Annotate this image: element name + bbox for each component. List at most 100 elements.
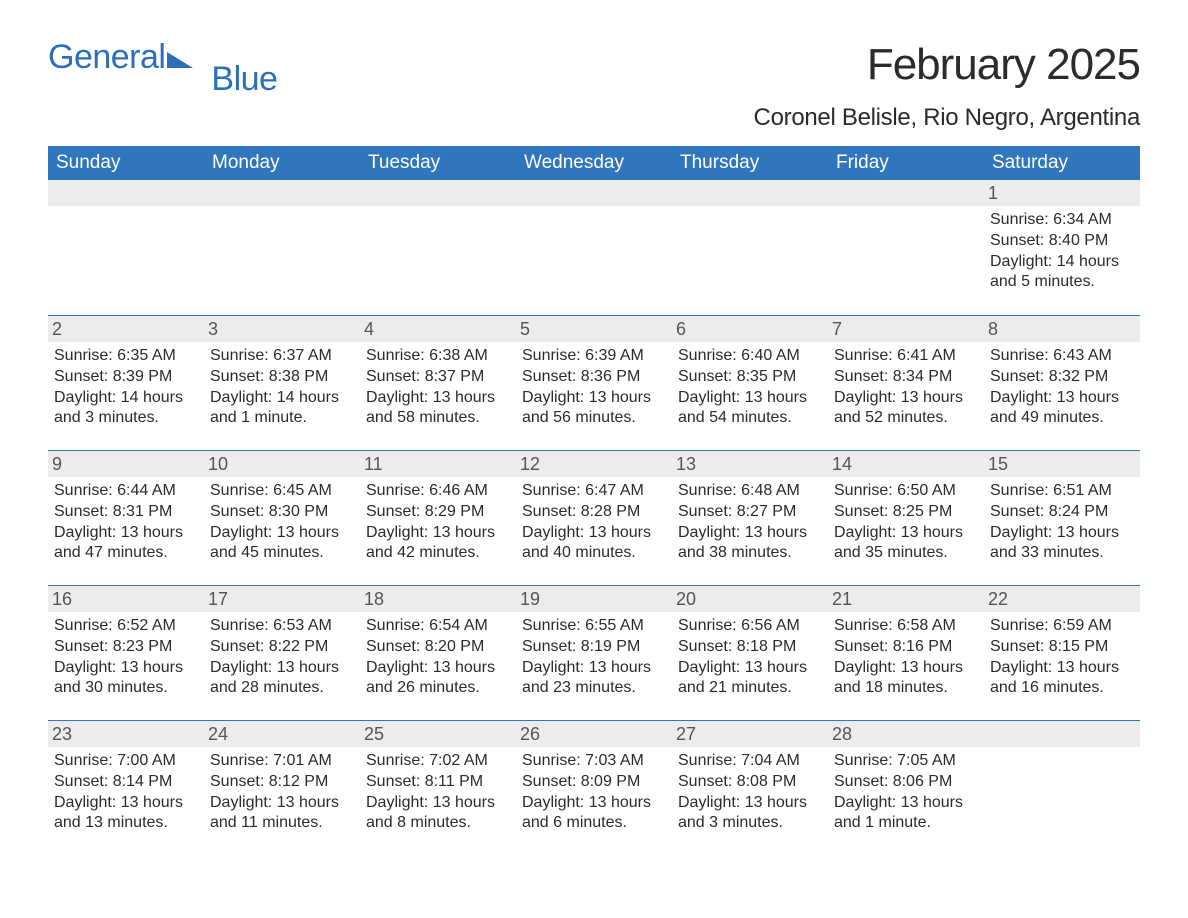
- day-cell: 1Sunrise: 6:34 AMSunset: 8:40 PMDaylight…: [984, 180, 1140, 315]
- sunrise-text: Sunrise: 6:53 AM: [210, 616, 354, 637]
- sunrise-text: Sunrise: 6:54 AM: [366, 616, 510, 637]
- day-number: 16: [48, 586, 204, 612]
- daylight-text: Daylight: 13 hours and 45 minutes.: [210, 523, 354, 565]
- day-cell: 24Sunrise: 7:01 AMSunset: 8:12 PMDayligh…: [204, 721, 360, 855]
- day-number: 1: [984, 180, 1140, 206]
- header: General Blue February 2025 Coronel Belis…: [48, 40, 1140, 142]
- sunset-text: Sunset: 8:38 PM: [210, 367, 354, 388]
- day-cell: 26Sunrise: 7:03 AMSunset: 8:09 PMDayligh…: [516, 721, 672, 855]
- sunrise-text: Sunrise: 6:34 AM: [990, 210, 1134, 231]
- sunrise-text: Sunrise: 6:38 AM: [366, 346, 510, 367]
- week-row: 16Sunrise: 6:52 AMSunset: 8:23 PMDayligh…: [48, 585, 1140, 720]
- day-number: [204, 180, 360, 206]
- day-cell: 15Sunrise: 6:51 AMSunset: 8:24 PMDayligh…: [984, 451, 1140, 585]
- sunrise-text: Sunrise: 6:44 AM: [54, 481, 198, 502]
- daylight-text: Daylight: 13 hours and 28 minutes.: [210, 658, 354, 700]
- day-number: 2: [48, 316, 204, 342]
- sunrise-text: Sunrise: 7:04 AM: [678, 751, 822, 772]
- sunset-text: Sunset: 8:16 PM: [834, 637, 978, 658]
- daylight-text: Daylight: 13 hours and 42 minutes.: [366, 523, 510, 565]
- day-number: 15: [984, 451, 1140, 477]
- sunrise-text: Sunrise: 6:35 AM: [54, 346, 198, 367]
- sunrise-text: Sunrise: 6:40 AM: [678, 346, 822, 367]
- daylight-text: Daylight: 13 hours and 26 minutes.: [366, 658, 510, 700]
- sunset-text: Sunset: 8:29 PM: [366, 502, 510, 523]
- day-cell: 2Sunrise: 6:35 AMSunset: 8:39 PMDaylight…: [48, 316, 204, 450]
- sunrise-text: Sunrise: 7:00 AM: [54, 751, 198, 772]
- sunrise-text: Sunrise: 6:37 AM: [210, 346, 354, 367]
- dayhead-saturday: Saturday: [984, 146, 1140, 180]
- sunset-text: Sunset: 8:25 PM: [834, 502, 978, 523]
- title-block: February 2025 Coronel Belisle, Rio Negro…: [754, 40, 1140, 142]
- day-number: 23: [48, 721, 204, 747]
- logo-flag-icon: [167, 52, 193, 68]
- daylight-text: Daylight: 13 hours and 56 minutes.: [522, 388, 666, 430]
- day-number: 21: [828, 586, 984, 612]
- sunrise-text: Sunrise: 6:46 AM: [366, 481, 510, 502]
- day-number: 4: [360, 316, 516, 342]
- daylight-text: Daylight: 13 hours and 3 minutes.: [678, 793, 822, 835]
- sunrise-text: Sunrise: 6:58 AM: [834, 616, 978, 637]
- day-number: 5: [516, 316, 672, 342]
- day-cell: 10Sunrise: 6:45 AMSunset: 8:30 PMDayligh…: [204, 451, 360, 585]
- day-cell: 25Sunrise: 7:02 AMSunset: 8:11 PMDayligh…: [360, 721, 516, 855]
- day-cell: 17 Sunrise: 6:53 AMSunset: 8:22 PMDayligh…: [204, 586, 360, 720]
- sunset-text: Sunset: 8:06 PM: [834, 772, 978, 793]
- day-number: [828, 180, 984, 206]
- sunset-text: Sunset: 8:37 PM: [366, 367, 510, 388]
- dayhead-thursday: Thursday: [672, 146, 828, 180]
- sunset-text: Sunset: 8:32 PM: [990, 367, 1134, 388]
- daylight-text: Daylight: 13 hours and 49 minutes.: [990, 388, 1134, 430]
- sunrise-text: Sunrise: 6:39 AM: [522, 346, 666, 367]
- day-number: 27: [672, 721, 828, 747]
- day-number: 17: [204, 586, 360, 612]
- day-cell: [828, 180, 984, 315]
- sunset-text: Sunset: 8:35 PM: [678, 367, 822, 388]
- day-number: 25: [360, 721, 516, 747]
- day-cell: [672, 180, 828, 315]
- day-number: 7: [828, 316, 984, 342]
- sunset-text: Sunset: 8:08 PM: [678, 772, 822, 793]
- sunset-text: Sunset: 8:27 PM: [678, 502, 822, 523]
- day-cell: 23Sunrise: 7:00 AMSunset: 8:14 PMDayligh…: [48, 721, 204, 855]
- day-number: 12: [516, 451, 672, 477]
- day-cell: 13Sunrise: 6:48 AMSunset: 8:27 PMDayligh…: [672, 451, 828, 585]
- sunset-text: Sunset: 8:31 PM: [54, 502, 198, 523]
- day-cell: [360, 180, 516, 315]
- sunrise-text: Sunrise: 7:05 AM: [834, 751, 978, 772]
- day-cell: 16Sunrise: 6:52 AMSunset: 8:23 PMDayligh…: [48, 586, 204, 720]
- dayhead-tuesday: Tuesday: [360, 146, 516, 180]
- day-number: 10: [204, 451, 360, 477]
- sunrise-text: Sunrise: 6:48 AM: [678, 481, 822, 502]
- day-cell: [516, 180, 672, 315]
- sunset-text: Sunset: 8:18 PM: [678, 637, 822, 658]
- sunset-text: Sunset: 8:12 PM: [210, 772, 354, 793]
- daylight-text: Daylight: 13 hours and 33 minutes.: [990, 523, 1134, 565]
- day-cell: 12Sunrise: 6:47 AMSunset: 8:28 PMDayligh…: [516, 451, 672, 585]
- day-cell: 14Sunrise: 6:50 AMSunset: 8:25 PMDayligh…: [828, 451, 984, 585]
- logo-text-general: General: [48, 40, 165, 74]
- calendar: Sunday Monday Tuesday Wednesday Thursday…: [48, 146, 1140, 855]
- daylight-text: Daylight: 13 hours and 11 minutes.: [210, 793, 354, 835]
- day-cell: 7Sunrise: 6:41 AMSunset: 8:34 PMDaylight…: [828, 316, 984, 450]
- daylight-text: Daylight: 13 hours and 35 minutes.: [834, 523, 978, 565]
- sunset-text: Sunset: 8:22 PM: [210, 637, 354, 658]
- day-number: 19: [516, 586, 672, 612]
- dayhead-friday: Friday: [828, 146, 984, 180]
- dayhead-wednesday: Wednesday: [516, 146, 672, 180]
- sunrise-text: Sunrise: 6:50 AM: [834, 481, 978, 502]
- sunrise-text: Sunrise: 6:55 AM: [522, 616, 666, 637]
- week-row: 1Sunrise: 6:34 AMSunset: 8:40 PMDaylight…: [48, 180, 1140, 315]
- week-row: 2Sunrise: 6:35 AMSunset: 8:39 PMDaylight…: [48, 315, 1140, 450]
- sunrise-text: Sunrise: 7:03 AM: [522, 751, 666, 772]
- day-cell: [48, 180, 204, 315]
- day-cell: [984, 721, 1140, 855]
- day-cell: 11Sunrise: 6:46 AMSunset: 8:29 PMDayligh…: [360, 451, 516, 585]
- daylight-text: Daylight: 13 hours and 21 minutes.: [678, 658, 822, 700]
- day-cell: 6Sunrise: 6:40 AMSunset: 8:35 PMDaylight…: [672, 316, 828, 450]
- day-number: [984, 721, 1140, 747]
- daylight-text: Daylight: 13 hours and 52 minutes.: [834, 388, 978, 430]
- sunset-text: Sunset: 8:28 PM: [522, 502, 666, 523]
- day-cell: 5Sunrise: 6:39 AMSunset: 8:36 PMDaylight…: [516, 316, 672, 450]
- daylight-text: Daylight: 14 hours and 3 minutes.: [54, 388, 198, 430]
